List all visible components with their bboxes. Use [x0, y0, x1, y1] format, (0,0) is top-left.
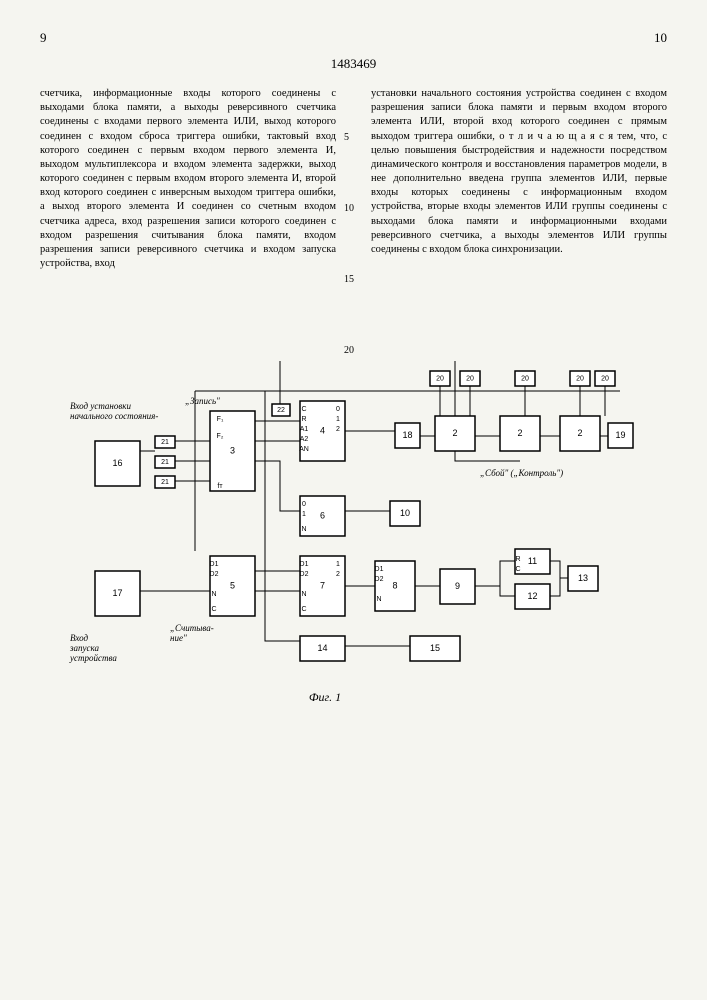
- svg-text:21: 21: [161, 459, 169, 466]
- svg-text:fт: fт: [217, 483, 223, 490]
- svg-text:2: 2: [577, 428, 582, 438]
- svg-text:D1: D1: [300, 561, 309, 568]
- svg-text:D1: D1: [210, 561, 219, 568]
- label-read: „Считыва- ние": [170, 623, 216, 643]
- svg-text:A1: A1: [300, 426, 309, 433]
- svg-text:R: R: [515, 556, 520, 563]
- svg-text:18: 18: [402, 430, 412, 440]
- svg-text:7: 7: [320, 581, 325, 591]
- svg-text:N: N: [376, 596, 381, 603]
- svg-text:9: 9: [455, 581, 460, 591]
- document-number: 1483469: [40, 56, 667, 72]
- svg-text:14: 14: [317, 643, 327, 653]
- svg-text:C: C: [301, 606, 306, 613]
- svg-text:F₂: F₂: [217, 433, 224, 440]
- svg-text:13: 13: [578, 573, 588, 583]
- svg-text:8: 8: [392, 581, 397, 591]
- figure-label: Фиг. 1: [309, 690, 341, 704]
- svg-text:4: 4: [320, 426, 325, 436]
- svg-text:15: 15: [430, 643, 440, 653]
- svg-text:N: N: [301, 591, 306, 598]
- svg-text:0: 0: [336, 406, 340, 413]
- label-write: „Запись": [185, 396, 220, 406]
- text-columns: счетчика, информационные входы которого …: [40, 87, 667, 271]
- svg-text:2: 2: [452, 428, 457, 438]
- circuit-diagram: 161735467148910151112131819 222 20202020…: [40, 301, 667, 721]
- svg-text:A2: A2: [300, 436, 309, 443]
- svg-text:20: 20: [521, 376, 529, 383]
- svg-text:2: 2: [517, 428, 522, 438]
- svg-text:D2: D2: [375, 576, 384, 583]
- svg-text:20: 20: [601, 376, 609, 383]
- svg-text:21: 21: [161, 439, 169, 446]
- svg-text:C: C: [301, 406, 306, 413]
- page-number-left: 9: [40, 30, 47, 46]
- svg-text:R: R: [301, 416, 306, 423]
- svg-text:10: 10: [400, 508, 410, 518]
- svg-text:3: 3: [230, 446, 235, 456]
- svg-text:20: 20: [576, 376, 584, 383]
- page-number-right: 10: [654, 30, 667, 46]
- left-column: счетчика, информационные входы которого …: [40, 87, 336, 271]
- label-initial-state: Вход установки начального состояния-: [70, 401, 158, 421]
- svg-text:1: 1: [336, 561, 340, 568]
- svg-text:0: 0: [302, 501, 306, 508]
- svg-text:17: 17: [112, 588, 122, 598]
- svg-text:22: 22: [277, 407, 285, 414]
- svg-text:D1: D1: [375, 566, 384, 573]
- svg-text:16: 16: [112, 458, 122, 468]
- svg-text:AN: AN: [299, 446, 309, 453]
- svg-text:20: 20: [466, 376, 474, 383]
- svg-text:N: N: [301, 526, 306, 533]
- svg-text:19: 19: [615, 430, 625, 440]
- svg-text:2: 2: [336, 571, 340, 578]
- label-start: Вход запуска устройства: [69, 633, 117, 663]
- svg-text:20: 20: [436, 376, 444, 383]
- svg-text:1: 1: [336, 416, 340, 423]
- svg-text:D2: D2: [210, 571, 219, 578]
- svg-text:D2: D2: [300, 571, 309, 578]
- svg-text:11: 11: [528, 556, 537, 566]
- svg-text:C: C: [211, 606, 216, 613]
- right-column: 5 10 15 20 установки начального состояни…: [356, 87, 667, 271]
- svg-text:2: 2: [336, 426, 340, 433]
- svg-text:1: 1: [302, 511, 306, 518]
- svg-text:6: 6: [320, 511, 325, 521]
- svg-text:21: 21: [161, 479, 169, 486]
- svg-text:5: 5: [230, 581, 235, 591]
- svg-text:F₁: F₁: [217, 416, 224, 423]
- svg-text:C: C: [515, 566, 520, 573]
- svg-text:12: 12: [527, 591, 537, 601]
- label-fault: „Сбой" („Контроль"): [480, 468, 563, 478]
- svg-text:N: N: [211, 591, 216, 598]
